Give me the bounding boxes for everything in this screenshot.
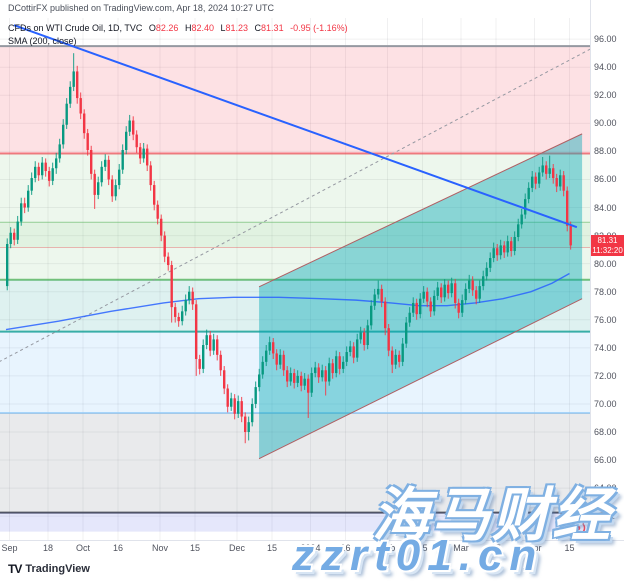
time-tick-label: Nov (151, 543, 168, 553)
indicator-legend[interactable]: SMA (200, close) (8, 36, 77, 46)
attribution-text: DCottirFX published on TradingView.com, … (8, 3, 274, 13)
price-tick-label: 74.00 (594, 342, 617, 353)
watermark-secondary: zzrt01.cn (292, 531, 544, 580)
time-tick-label: Mar (453, 543, 469, 553)
price-axis[interactable] (590, 0, 624, 584)
price-tick-label: 76.00 (594, 314, 617, 325)
tradingview-logo[interactable]: TV TradingView (8, 562, 90, 576)
watermark-primary: 海马财经 (372, 483, 613, 548)
time-tick-label: Dec (228, 543, 245, 553)
tradingview-logo-text: TradingView (25, 563, 90, 575)
tradingview-logo-icon: TV (8, 562, 22, 576)
time-tick-label: Apr (527, 543, 542, 553)
price-tick-label: 64.00 (594, 483, 617, 494)
time-tick-label: 15 (490, 543, 501, 553)
current-price-badge: 81.31 11:32:20 (591, 235, 624, 257)
ohlc-low-label: L (220, 23, 226, 33)
price-tick-label: 80.00 (594, 258, 617, 269)
time-tick-label: Oct (75, 543, 90, 553)
time-tick-label: 15 (266, 543, 277, 553)
price-tick-label: 70.00 (594, 398, 617, 409)
ohlc-open-label: O (148, 23, 156, 33)
price-tick-label: 68.00 (594, 427, 617, 437)
time-tick-label: 2024 (300, 543, 321, 553)
price-tick-label: 96.00 (594, 34, 617, 45)
bar-countdown: 11:32:20 (592, 245, 623, 255)
emoji-sticker-icon[interactable] (570, 520, 586, 536)
ohlc-low-value: 81.23 (225, 23, 249, 33)
candle-bodies (6, 71, 572, 432)
price-tick-label: 84.00 (594, 202, 617, 213)
current-price-value: 81.31 (597, 236, 618, 246)
ohlc-close-value: 81.31 (261, 23, 284, 33)
time-tick-label: Sep (1, 543, 18, 553)
price-tick-label: 86.00 (594, 174, 617, 185)
price-tick-label: 92.00 (594, 90, 617, 101)
price-tick-label: 62.00 (594, 511, 617, 522)
change-value: -0.95 (-1.16%) (290, 23, 348, 33)
price-tick-label: 78.00 (594, 286, 617, 297)
price-tick-label: 90.00 (594, 118, 617, 129)
price-tick-label: 88.00 (594, 146, 617, 157)
time-tick-label: 15 (564, 543, 575, 553)
price-tick-label: 72.00 (594, 370, 617, 381)
horizontal-price-zones (0, 45, 590, 532)
time-tick-label: 15 (189, 543, 200, 553)
ohlc-high-label: H (184, 23, 192, 33)
time-tick-label: 18 (42, 543, 53, 553)
time-tick-label: 16 (112, 543, 123, 553)
price-tick-label: 66.00 (594, 455, 617, 466)
time-tick-label: 16 (340, 543, 351, 553)
sma-200-line[interactable] (5, 272, 570, 331)
symbol-title: CFDs on WTI Crude Oil, 1D, TVC (8, 23, 143, 33)
symbol-legend[interactable]: CFDs on WTI Crude Oil, 1D, TVC O82.26 H8… (8, 23, 348, 33)
descending-trendline[interactable] (13, 24, 578, 229)
time-tick-label: Feb (379, 543, 396, 553)
time-tick-label: 15 (417, 543, 428, 553)
price-tick-label: 94.00 (594, 62, 617, 73)
ohlc-high-value: 82.40 (191, 23, 214, 33)
time-axis[interactable] (0, 540, 624, 584)
ohlc-open-value: 82.26 (155, 23, 179, 33)
ohlc-close-label: C (254, 23, 262, 33)
